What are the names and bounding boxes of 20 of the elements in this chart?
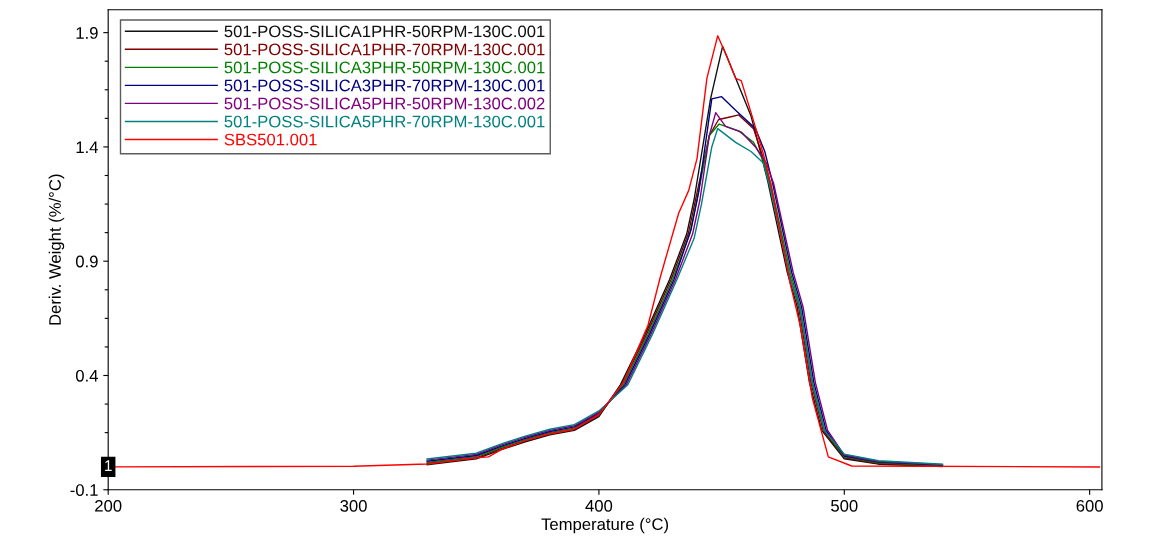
- annotation: 1: [105, 460, 112, 471]
- x-tick-label: 200: [95, 499, 122, 512]
- x-tick-label: 600: [1076, 499, 1103, 512]
- y-tick-label: 0.9: [75, 255, 98, 268]
- x-tick-label: 300: [340, 499, 367, 512]
- y-tick-label: 0.4: [75, 369, 98, 382]
- y-tick-label: 1.9: [76, 27, 98, 39]
- y-tick-label: -0.1: [70, 484, 98, 496]
- y-tick-label: 1.4: [76, 141, 98, 153]
- text: 501-POSS-SILICA1PHR-50RPM-130C.001: [224, 25, 545, 38]
- y-axis-title: Deriv. Weight (%/°C): [48, 174, 65, 325]
- text: 501-POSS-SILICA5PHR-70RPM-130C.001: [224, 115, 545, 128]
- text: 501-POSS-SILICA1PHR-70RPM-130C.001: [224, 43, 545, 56]
- text: 501-POSS-SILICA3PHR-70RPM-130C.001: [224, 79, 545, 92]
- text: SBS501.001: [224, 133, 317, 146]
- text: 501-POSS-SILICA3PHR-50RPM-130C.001: [224, 61, 545, 74]
- x-tick-label: 500: [831, 499, 858, 512]
- x-tick-label: 400: [585, 499, 613, 512]
- text: 501-POSS-SILICA5PHR-50RPM-130C.002: [224, 97, 545, 110]
- x-axis-title: Temperature (°C): [541, 517, 669, 534]
